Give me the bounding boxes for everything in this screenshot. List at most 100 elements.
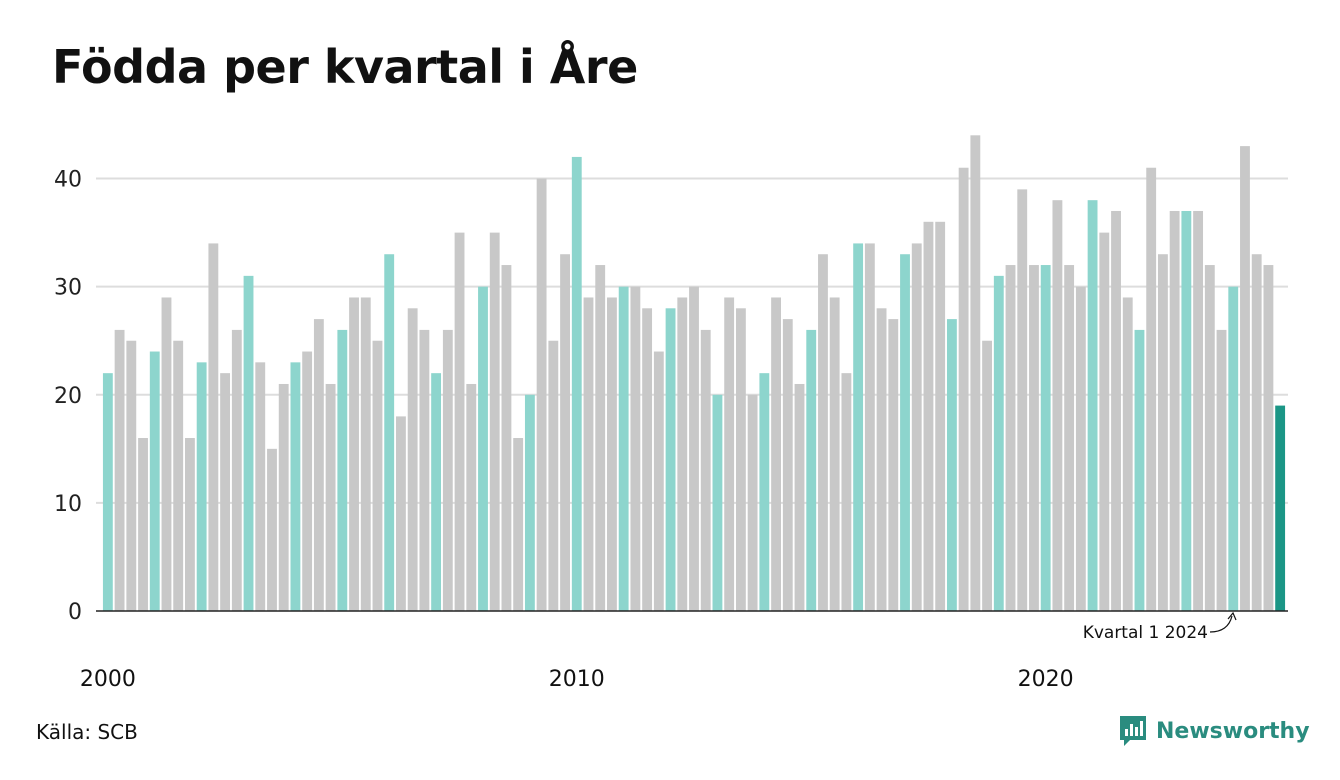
bar (407, 308, 418, 611)
bar (208, 243, 219, 612)
x-tick-label: 2010 (549, 667, 605, 692)
bar (630, 286, 641, 611)
bar (161, 297, 172, 611)
y-tick-label: 10 (54, 492, 82, 517)
bar (442, 329, 453, 611)
bar (126, 340, 137, 611)
bar (548, 340, 559, 611)
bar (325, 383, 336, 611)
brand-name: Newsworthy (1156, 718, 1310, 744)
bar (958, 167, 969, 612)
bar (1240, 146, 1250, 611)
bar (1146, 167, 1157, 612)
bar (806, 329, 817, 611)
bar (372, 340, 383, 611)
bar (583, 297, 594, 611)
bar (911, 243, 922, 612)
bar (1204, 265, 1215, 611)
bar (1169, 210, 1180, 612)
bar (864, 243, 875, 612)
bar (384, 254, 395, 612)
bar (478, 286, 488, 611)
bar (747, 394, 758, 611)
bar (396, 416, 406, 611)
bar (571, 156, 582, 611)
bar (349, 297, 359, 611)
bar (1263, 265, 1274, 611)
bar (759, 373, 770, 611)
bar (607, 297, 617, 611)
bar (618, 286, 629, 611)
brand-logo: Newsworthy (1118, 714, 1310, 748)
bar (1193, 210, 1204, 612)
bar (454, 232, 465, 612)
bar (524, 394, 535, 611)
bar (724, 297, 735, 611)
y-tick-label: 0 (68, 600, 82, 625)
bar (876, 308, 887, 611)
bar (1181, 210, 1192, 612)
annotation-arrow (1209, 615, 1233, 633)
bar (970, 135, 981, 611)
bar (360, 297, 371, 611)
bar (1099, 232, 1110, 612)
bar (923, 221, 934, 612)
bar (1029, 265, 1039, 611)
bar (1275, 405, 1286, 611)
bar (900, 254, 910, 612)
bar (431, 373, 442, 611)
bar (818, 254, 828, 612)
bar (1122, 297, 1133, 611)
source-note: Källa: SCB (36, 720, 138, 744)
bar (993, 275, 1004, 611)
y-tick-label: 40 (54, 168, 82, 193)
bar (1087, 200, 1098, 611)
bar (771, 297, 781, 611)
bar (888, 319, 899, 611)
y-tick-label: 30 (54, 276, 82, 301)
bar (185, 438, 195, 611)
bar (829, 297, 840, 611)
bar (782, 319, 793, 611)
bar (677, 297, 688, 611)
bar (489, 232, 500, 612)
bar (1005, 265, 1016, 611)
bar (794, 383, 805, 611)
bar (173, 340, 184, 611)
bar (1111, 210, 1121, 612)
bar (1040, 265, 1051, 611)
bars (102, 135, 1286, 612)
annotation-arrowhead (1227, 611, 1237, 621)
bar (841, 373, 852, 611)
bar (653, 351, 664, 611)
bar (419, 329, 430, 611)
bar (278, 383, 289, 611)
bar (1228, 286, 1239, 611)
bar (138, 438, 148, 611)
y-tick-label: 20 (54, 384, 82, 409)
bar (536, 178, 547, 611)
bar (255, 362, 266, 611)
bar (1157, 254, 1168, 612)
bar (853, 243, 864, 612)
bar (1134, 329, 1145, 611)
bar (642, 308, 653, 611)
bar (114, 329, 125, 611)
bar (700, 329, 711, 611)
x-tick-label: 2020 (1018, 667, 1074, 692)
y-tick-labels: 0 10 20 30 40 (54, 168, 82, 625)
bar (935, 221, 946, 612)
newsworthy-logo-icon (1120, 716, 1146, 746)
bar (560, 254, 570, 612)
bar (735, 308, 746, 611)
x-tick-labels: 2000 2010 2020 (80, 667, 1074, 692)
bar (466, 383, 477, 611)
bar (1064, 265, 1075, 611)
bar (665, 308, 676, 611)
bar (1251, 254, 1262, 612)
annotation: Kvartal 1 2024 (1083, 611, 1237, 643)
bar (1075, 286, 1086, 611)
bar (149, 351, 160, 611)
bar (513, 438, 524, 611)
bar (946, 319, 957, 611)
